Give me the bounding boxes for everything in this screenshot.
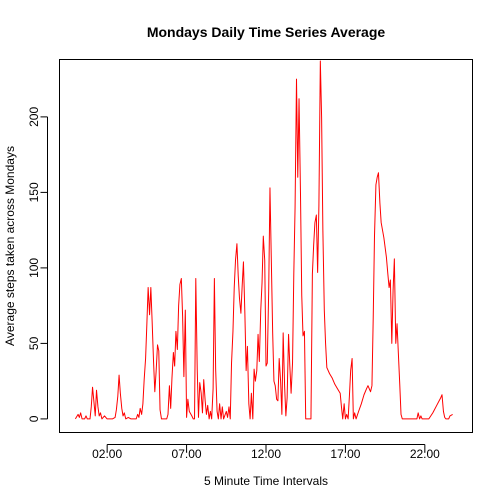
chart-title: Mondays Daily Time Series Average — [147, 24, 386, 40]
y-tick-label: 150 — [27, 182, 41, 202]
y-tick-label: 100 — [27, 258, 41, 278]
x-tick-label: 12:00 — [251, 447, 281, 461]
x-tick-label: 17:00 — [330, 447, 360, 461]
y-axis: 0 50 100 150 200 — [27, 107, 48, 422]
x-axis-label: 5 Minute Time Intervals — [204, 474, 328, 488]
y-tick-label: 0 — [27, 415, 41, 422]
x-tick-label: 07:00 — [172, 447, 202, 461]
y-axis-label: Average steps taken across Mondays — [3, 146, 17, 346]
y-tick-label: 200 — [27, 107, 41, 127]
plot-frame — [59, 59, 473, 433]
series-line — [74, 60, 453, 420]
series-layer — [74, 60, 453, 420]
y-tick-label: 50 — [27, 336, 41, 350]
x-tick-label: 02:00 — [92, 447, 122, 461]
x-tick-label: 22:00 — [410, 447, 440, 461]
x-axis: 02:00 07:00 12:00 17:00 22:00 — [92, 444, 440, 461]
